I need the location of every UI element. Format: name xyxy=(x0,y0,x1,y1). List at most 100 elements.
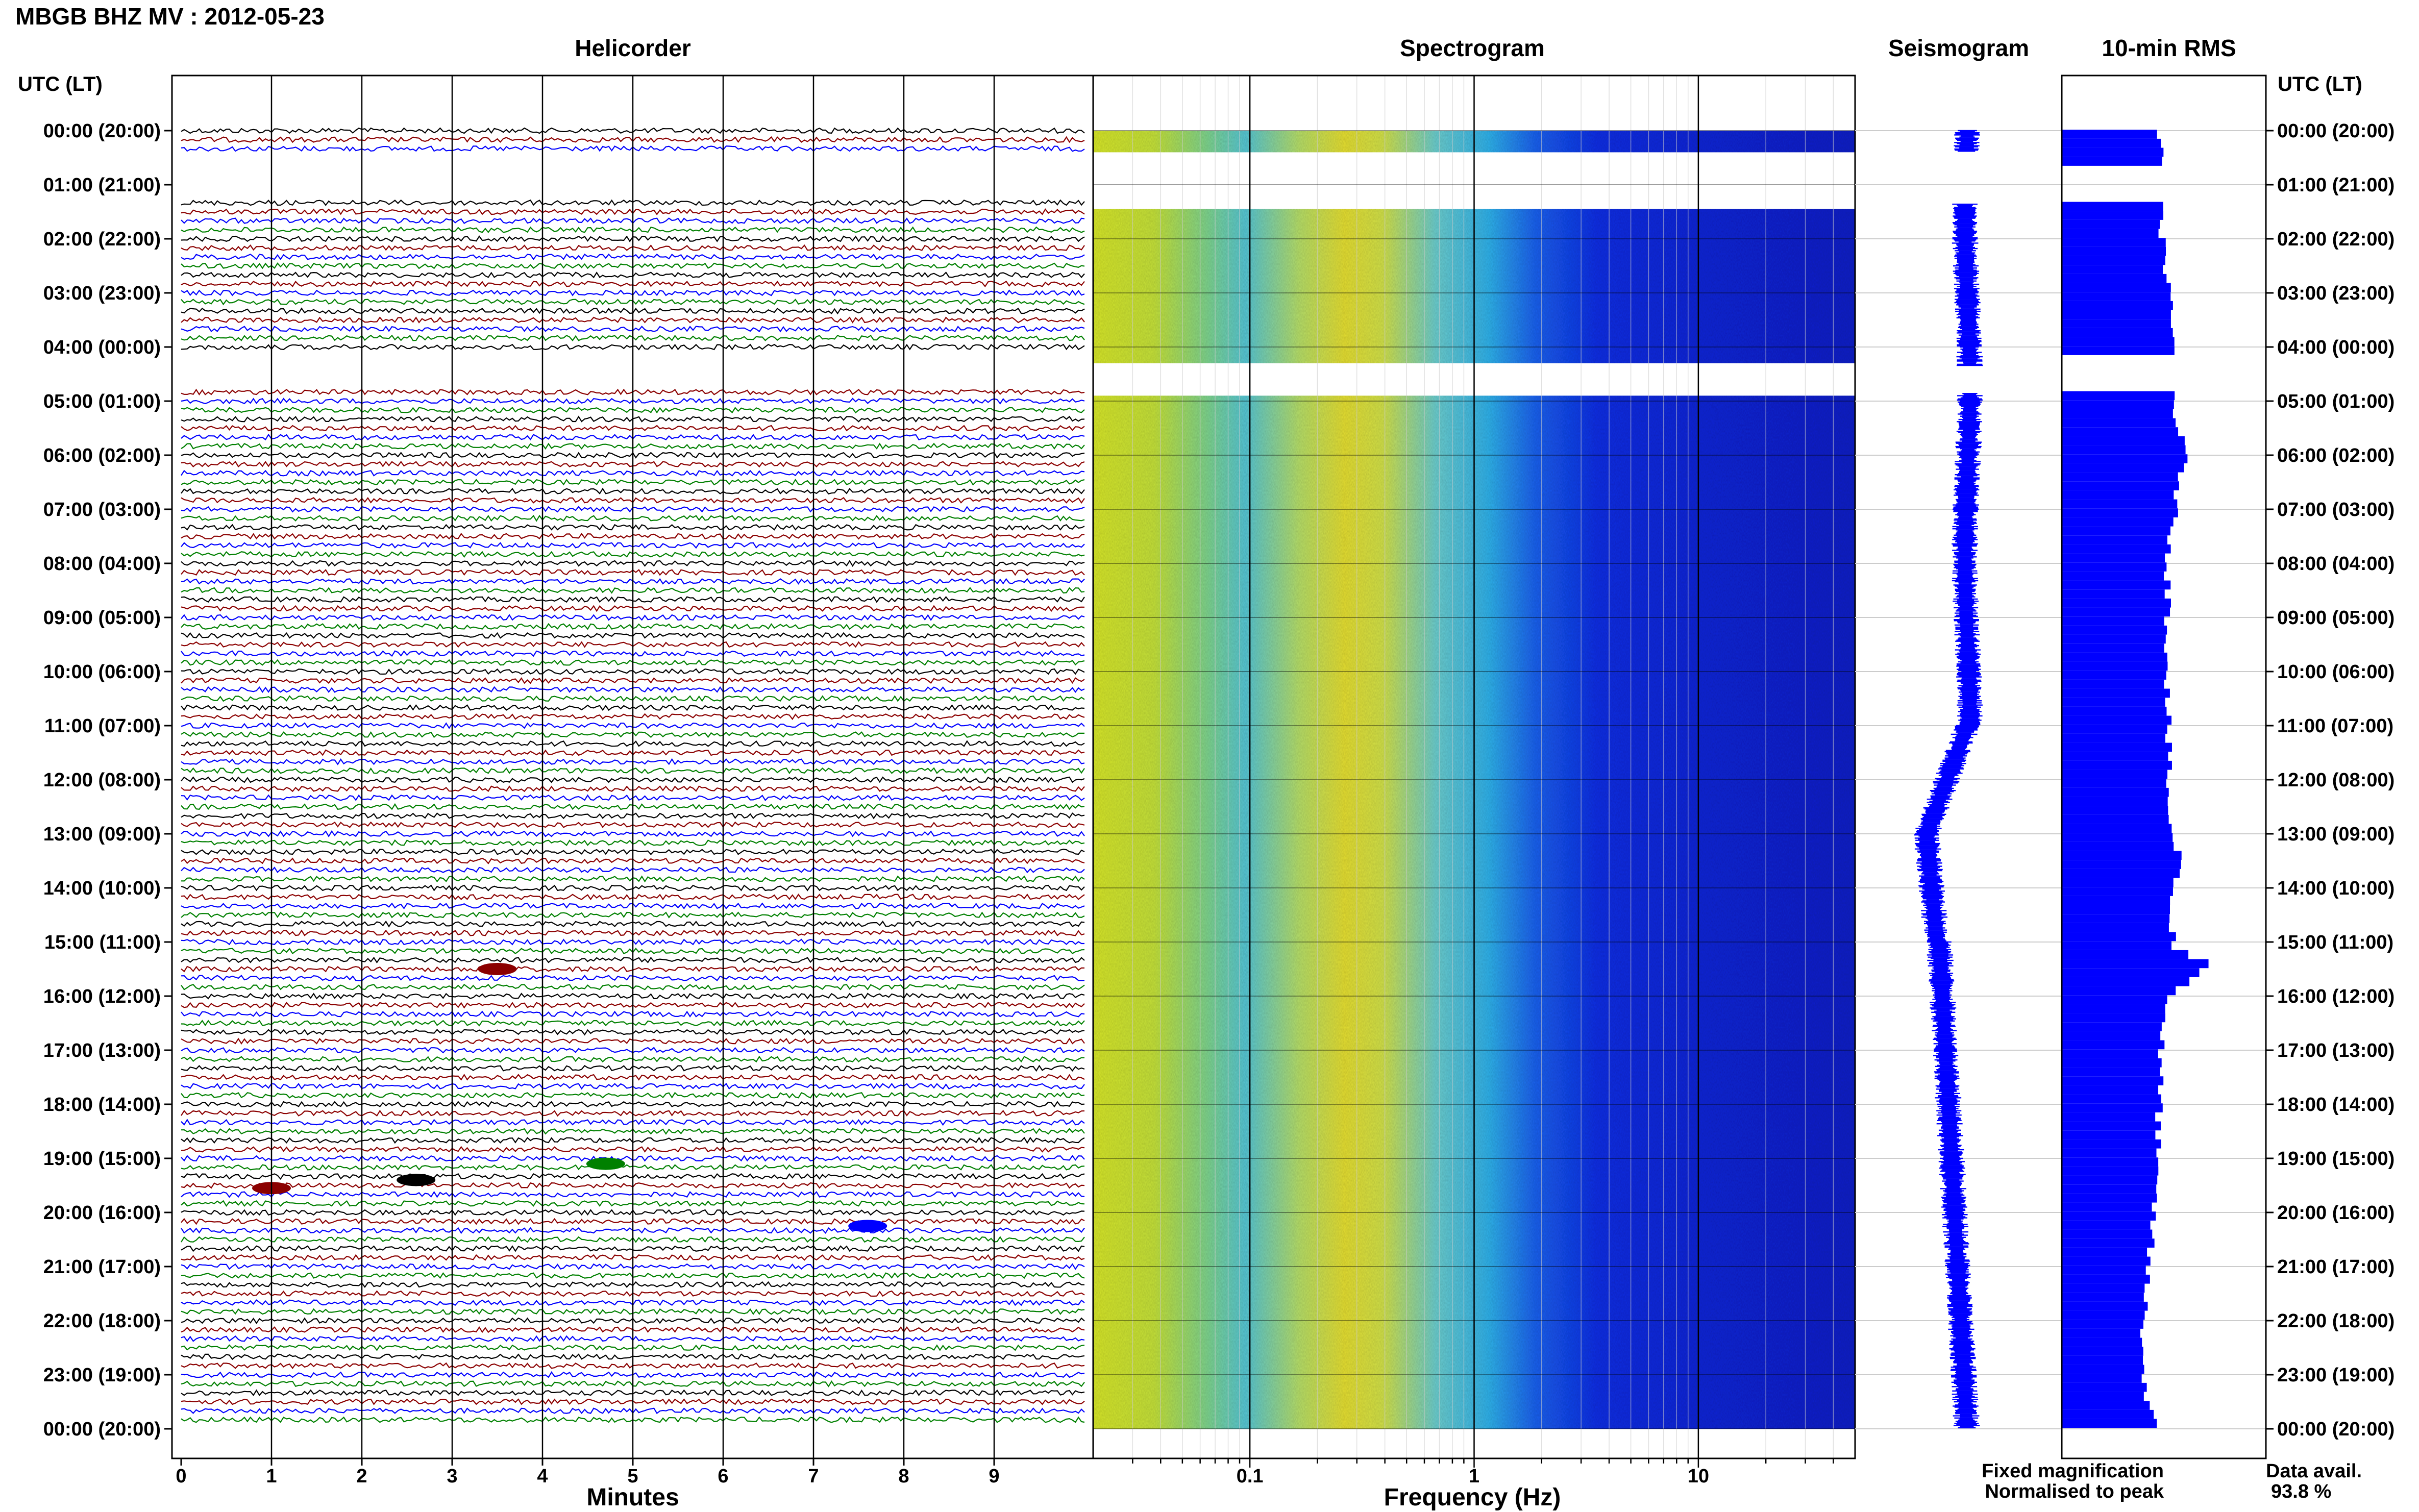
helicorder-y-tick-label: 03:00 (23:00) xyxy=(43,283,161,304)
rms-bar xyxy=(2062,580,2171,590)
rms-y-tick-label: 10:00 (06:00) xyxy=(2277,661,2395,683)
rms-y-tick-label: 16:00 (12:00) xyxy=(2277,986,2395,1007)
rms-bar xyxy=(2062,779,2166,788)
rms-y-tick-label: 06:00 (02:00) xyxy=(2277,445,2395,466)
helicorder-event xyxy=(397,1174,436,1186)
rms-bar xyxy=(2062,977,2190,986)
helicorder-y-tick-label: 12:00 (08:00) xyxy=(43,770,161,791)
rms-bar xyxy=(2062,490,2174,500)
rms-bar xyxy=(2062,409,2173,418)
rms-bar xyxy=(2062,1103,2163,1112)
data-availability-value: 93.8 % xyxy=(2271,1481,2331,1502)
helicorder-y-tick-label: 06:00 (02:00) xyxy=(43,445,161,466)
rms-y-tick-label: 21:00 (17:00) xyxy=(2277,1256,2395,1278)
seismogram-title: Seismogram xyxy=(1888,35,2029,61)
rms-bar xyxy=(2062,544,2171,554)
rms-bar xyxy=(2062,400,2174,409)
rms-y-tick-label: 23:00 (19:00) xyxy=(2277,1365,2395,1386)
helicorder-x-tick-label: 6 xyxy=(718,1466,728,1487)
spectrogram-grid xyxy=(1093,76,1855,1468)
helicorder-y-tick-label: 21:00 (17:00) xyxy=(43,1256,161,1278)
rms-y-tick-label: 18:00 (14:00) xyxy=(2277,1094,2395,1116)
rms-bar xyxy=(2062,914,2170,923)
rms-y-tick-label: 22:00 (18:00) xyxy=(2277,1310,2395,1332)
rms-bar xyxy=(2062,1409,2154,1419)
rms-bar xyxy=(2062,1293,2144,1302)
helicorder-y-ticks: 00:00 (20:00) 01:00 (21:00) 02:00 (22:00) 0… xyxy=(43,120,172,1440)
rms-bar xyxy=(2062,463,2184,473)
rms-bar xyxy=(2062,454,2188,463)
rms-bar xyxy=(2062,1184,2157,1194)
rms-bar xyxy=(2062,1139,2161,1149)
rms-bar xyxy=(2062,1401,2150,1410)
rms-bar xyxy=(2062,589,2165,599)
helicorder-y-tick-label: 02:00 (22:00) xyxy=(43,229,161,250)
helicorder-minute-grid xyxy=(270,76,995,1458)
rms-bar xyxy=(2062,1382,2147,1392)
rms-bar xyxy=(2062,770,2167,779)
rms-bar xyxy=(2062,671,2166,680)
helicorder-y-tick-label: 08:00 (04:00) xyxy=(43,553,161,575)
rms-bar xyxy=(2062,337,2175,346)
helicorder-event xyxy=(478,963,517,975)
rms-bar xyxy=(2062,526,2170,536)
rms-bar xyxy=(2062,1247,2148,1257)
helicorder-y-tick-label: 00:00 (20:00) xyxy=(43,120,161,142)
rms-y-tick-label: 09:00 (05:00) xyxy=(2277,607,2395,629)
rms-y-tick-label: 00:00 (20:00) xyxy=(2277,120,2395,142)
helicorder-x-tick-label: 4 xyxy=(537,1466,548,1487)
rms-bar xyxy=(2062,1220,2151,1230)
rms-bar xyxy=(2062,1202,2152,1212)
rms-bar xyxy=(2062,283,2171,292)
helicorder-xlabel: Minutes xyxy=(586,1484,679,1511)
helicorder-y-tick-label: 22:00 (18:00) xyxy=(43,1310,161,1332)
rms-bar xyxy=(2062,1374,2142,1383)
helicorder-x-tick-label: 0 xyxy=(176,1466,186,1487)
rms-bar xyxy=(2062,436,2185,445)
rms-bar xyxy=(2062,923,2169,932)
rms-bar xyxy=(2062,950,2189,959)
rms-y-ticks: 00:00 (20:00) 01:00 (21:00) 02:00 (22:00) 0… xyxy=(2266,120,2395,1440)
rms-bar xyxy=(2062,1031,2161,1040)
legend-normalised-to-peak: Normalised to peak xyxy=(1985,1481,2164,1502)
rms-bar xyxy=(2062,1022,2162,1031)
rms-bar xyxy=(2062,959,2209,969)
rms-bar xyxy=(2062,562,2167,572)
rms-y-tick-label: 05:00 (01:00) xyxy=(2277,391,2395,412)
rms-bar xyxy=(2062,995,2167,1004)
seismogram-panel: Seismogram xyxy=(1855,35,2062,1429)
rms-y-tick-label: 08:00 (04:00) xyxy=(2277,553,2395,575)
rms-bar xyxy=(2062,1337,2142,1347)
rms-bar xyxy=(2062,932,2176,941)
rms-bar xyxy=(2062,860,2181,869)
rms-bar xyxy=(2062,229,2159,238)
rms-bar xyxy=(2062,968,2200,977)
rms-y-tick-label: 02:00 (22:00) xyxy=(2277,229,2395,250)
spectrogram-xlabel: Frequency (Hz) xyxy=(1384,1484,1561,1511)
rms-bar xyxy=(2062,851,2182,860)
spectrogram-title: Spectrogram xyxy=(1400,35,1545,61)
rms-y-tick-label: 17:00 (13:00) xyxy=(2277,1040,2395,1061)
rms-right-axis-label: UTC (LT) xyxy=(2278,73,2362,95)
rms-bar xyxy=(2062,1392,2144,1401)
rms-y-tick-label: 03:00 (23:00) xyxy=(2277,283,2395,304)
rms-bar xyxy=(2062,472,2178,482)
helicorder-x-tick-label: 5 xyxy=(627,1466,638,1487)
rms-bar xyxy=(2062,869,2180,878)
spectrogram-x-ticks: 0.1 1 10 xyxy=(1237,1466,1709,1487)
rms-bar xyxy=(2062,887,2173,896)
rms-bar xyxy=(2062,1347,2143,1356)
rms-bar xyxy=(2062,688,2170,698)
helicorder-x-tick-label: 3 xyxy=(447,1466,457,1487)
rms-y-tick-label: 13:00 (09:00) xyxy=(2277,824,2395,845)
rms-bar xyxy=(2062,1301,2148,1311)
rms-panel: 10-min RMS UTC (LT) 00:00 (20:00) 01:00 (… xyxy=(2061,35,2395,1459)
rms-bar xyxy=(2062,1166,2159,1176)
rms-bar xyxy=(2062,824,2172,833)
rms-y-tick-label: 01:00 (21:00) xyxy=(2277,175,2395,196)
rms-bar xyxy=(2062,1266,2146,1275)
rms-bar xyxy=(2062,814,2169,824)
helicorder-y-tick-label: 13:00 (09:00) xyxy=(43,824,161,845)
legend-fixed-magnification: Fixed magnification xyxy=(1982,1460,2164,1482)
